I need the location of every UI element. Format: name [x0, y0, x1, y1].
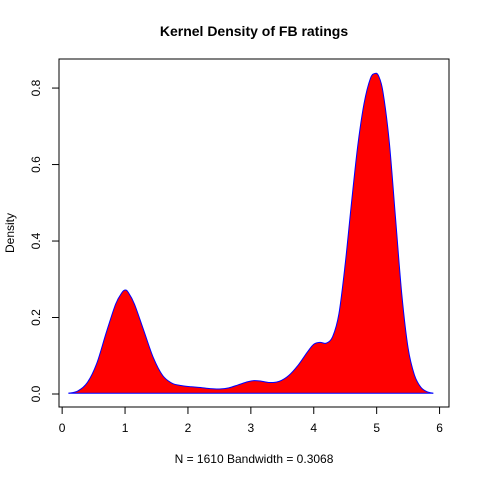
- y-tick-label: 0.8: [29, 79, 43, 96]
- y-axis: 0.0 0.2 0.4 0.6 0.8: [29, 79, 60, 402]
- x-tick-label: 3: [248, 421, 255, 435]
- chart-title: Kernel Density of FB ratings: [160, 23, 348, 39]
- y-tick-label: 0.4: [29, 232, 43, 249]
- x-tick-label: 6: [436, 421, 443, 435]
- y-tick-label: 0.0: [29, 385, 43, 402]
- x-axis: 0 1 2 3 4 5 6: [59, 406, 443, 435]
- y-axis-label: Density: [3, 213, 17, 253]
- density-area-group: [68, 72, 434, 394]
- x-tick-label: 1: [122, 421, 129, 435]
- density-curve: [68, 72, 434, 394]
- density-fill: [68, 73, 434, 394]
- x-tick-label: 4: [310, 421, 317, 435]
- y-tick-label: 0.2: [29, 309, 43, 326]
- x-tick-label: 0: [59, 421, 66, 435]
- x-tick-label: 2: [185, 421, 192, 435]
- x-tick-label: 5: [373, 421, 380, 435]
- x-axis-label: N = 1610 Bandwidth = 0.3068: [175, 452, 334, 466]
- y-tick-label: 0.6: [29, 156, 43, 173]
